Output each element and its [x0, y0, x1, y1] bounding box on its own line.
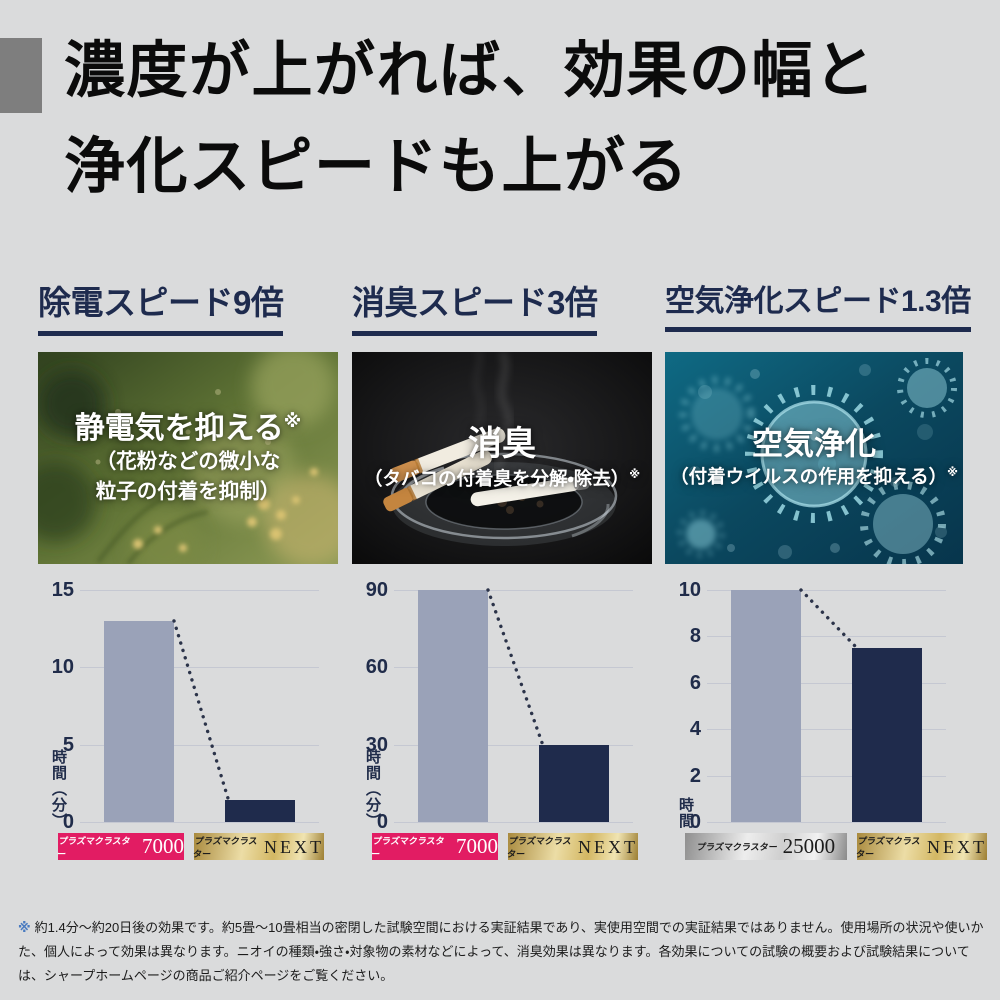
caption-subline-1: （花粉などの微小な: [95, 450, 281, 474]
gridline: [707, 775, 946, 777]
caption-heading-text: 消臭: [468, 425, 536, 464]
virus-photo-art: [665, 352, 963, 564]
badge-plasmacluster-next: プラズマクラスター NEXT: [855, 833, 987, 860]
title-accent-square: [0, 38, 42, 113]
badge-model-label: 7000: [456, 834, 498, 858]
badge-plasmacluster-next: プラズマクラスター NEXT: [192, 833, 324, 860]
badge-plasmacluster-25000: プラズマクラスター 25000: [685, 833, 847, 860]
bar-プラズマクラスター7000: [418, 590, 488, 822]
gridline: [80, 590, 319, 591]
caption-heading: 静電気を抑える※: [75, 410, 302, 448]
caption-heading-text: 空気浄化: [752, 426, 876, 462]
footnote: ※ 約1.4分〜約20日後の効果です。約5畳〜10畳相当の密閉した試験空間における…: [18, 916, 986, 988]
bar-プラズマクラスターNEXT: [852, 648, 922, 822]
y-tick-label: 6: [689, 671, 701, 694]
badge-model-label: NEXT: [264, 836, 324, 857]
bar-プラズマクラスター7000: [104, 620, 174, 822]
virus-photo-caption: 空気浄化 （付着ウイルスの作用を抑える）※: [665, 352, 963, 564]
bar-プラズマクラスターNEXT: [225, 800, 295, 822]
gridline: [394, 744, 633, 746]
caption-note-mark: ※: [947, 466, 958, 479]
gridline: [707, 682, 946, 684]
y-tick-label: 30: [365, 733, 388, 756]
decline-dotted-line: [172, 619, 230, 801]
bar-プラズマクラスター25000: [731, 590, 801, 822]
virus-photo: 空気浄化 （付着ウイルスの作用を抑える）※: [665, 352, 963, 564]
badge-plasmacluster-7000: プラズマクラスター 7000: [370, 833, 498, 860]
caption-heading: 消臭: [468, 423, 536, 466]
bar-chart-air-purification: 0 2 4 6 8 10 時間: [665, 575, 965, 835]
y-tick-label: 5: [62, 733, 74, 756]
page-title: 濃度が上がれば、効果の幅と 浄化スピードも上がる: [64, 22, 877, 214]
bar-chart-static-electricity: 0 5 10 15 時間（分）: [38, 575, 338, 835]
y-tick-label: 90: [365, 579, 388, 601]
y-tick-label: 2: [689, 764, 701, 787]
caption-heading: 空気浄化: [752, 425, 876, 464]
gridline: [707, 822, 946, 823]
y-tick-label: 10: [51, 656, 74, 679]
y-axis-label: 時間（分）: [50, 749, 67, 829]
y-tick-label: 0: [376, 811, 388, 833]
badge-brand-label: プラズマクラスター: [192, 835, 259, 859]
badge-brand-label: プラズマクラスター: [56, 835, 132, 859]
ashtray-photo: 消臭 （タバコの付着臭を分解・除去）※: [352, 352, 652, 564]
y-tick-label: 0: [62, 811, 74, 833]
column-header-deodorize-speed: 消臭スピード3倍: [352, 276, 598, 336]
badge-model-label: 25000: [782, 834, 836, 858]
badge-brand-label: プラズマクラスター: [696, 842, 779, 852]
y-axis-label: 時間（分）: [364, 749, 381, 829]
page-title-line2: 浄化スピードも上がる: [64, 132, 690, 200]
column-header-purification-speed: 空気浄化スピード1.3倍: [665, 276, 971, 332]
y-tick-label: 10: [678, 579, 701, 601]
gridline: [80, 822, 319, 823]
badge-row: プラズマクラスター 7000 プラズマクラスター NEXT: [370, 833, 638, 860]
badge-model-label: 7000: [142, 834, 184, 858]
page-title-line1: 濃度が上がれば、効果の幅と: [64, 36, 877, 104]
badge-plasmacluster-7000: プラズマクラスター 7000: [56, 833, 184, 860]
badge-row: プラズマクラスター 25000 プラズマクラスター NEXT: [685, 833, 987, 860]
pollen-photo: 静電気を抑える※ （花粉などの微小な 粒子の付着を抑制）: [38, 352, 338, 564]
badge-brand-label: プラズマクラスター: [506, 835, 573, 859]
column-air-purification: 空気浄化スピード1.3倍: [665, 276, 987, 876]
column-header-static-speed: 除電スピード9倍: [38, 276, 284, 336]
caption-subline-1: （付着ウイルスの作用を抑える）※: [670, 464, 958, 491]
y-tick-label: 8: [689, 625, 701, 648]
gridline: [394, 822, 633, 823]
pollen-photo-caption: 静電気を抑える※ （花粉などの微小な 粒子の付着を抑制）: [38, 352, 338, 564]
ashtray-photo-caption: 消臭 （タバコの付着臭を分解・除去）※: [352, 352, 652, 564]
ashtray-photo-art: [352, 352, 652, 564]
y-tick-label: 4: [689, 718, 701, 741]
footnote-marker: ※: [18, 920, 31, 935]
badge-row: プラズマクラスター 7000 プラズマクラスター NEXT: [56, 833, 324, 860]
y-tick-label: 15: [51, 579, 74, 601]
gridline: [707, 729, 946, 731]
caption-subline-text: （付着ウイルスの作用を抑える）: [670, 466, 948, 488]
badge-brand-label: プラズマクラスター: [370, 835, 446, 859]
y-axis-label: 時間: [677, 797, 694, 829]
pollen-photo-art: [38, 352, 338, 564]
bar-プラズマクラスターNEXT: [539, 744, 609, 822]
caption-subline-1: （タバコの付着臭を分解・除去）※: [364, 466, 640, 493]
badge-model-label: NEXT: [578, 836, 638, 857]
badge-plasmacluster-next: プラズマクラスター NEXT: [506, 833, 638, 860]
caption-subline-text: （タバコの付着臭を分解・除去）: [363, 467, 630, 489]
column-deodorize: 消臭スピード3倍: [352, 276, 652, 876]
badge-brand-label: プラズマクラスター: [855, 835, 922, 859]
caption-heading-text: 静電気を抑える: [74, 411, 284, 445]
bar-chart-deodorize: 0 30 60 90 時間（分）: [352, 575, 652, 835]
footnote-text: 約1.4分〜約20日後の効果です。約5畳〜10畳相当の密閉した試験空間における実…: [18, 920, 984, 984]
column-static-electricity: 除電スピード9倍: [38, 276, 338, 876]
caption-note-mark: ※: [283, 410, 302, 431]
y-tick-label: 0: [689, 811, 701, 833]
y-tick-label: 60: [365, 656, 388, 679]
caption-note-mark: ※: [629, 468, 641, 481]
caption-subline-2: 粒子の付着を抑制）: [95, 479, 281, 503]
badge-model-label: NEXT: [927, 836, 987, 857]
